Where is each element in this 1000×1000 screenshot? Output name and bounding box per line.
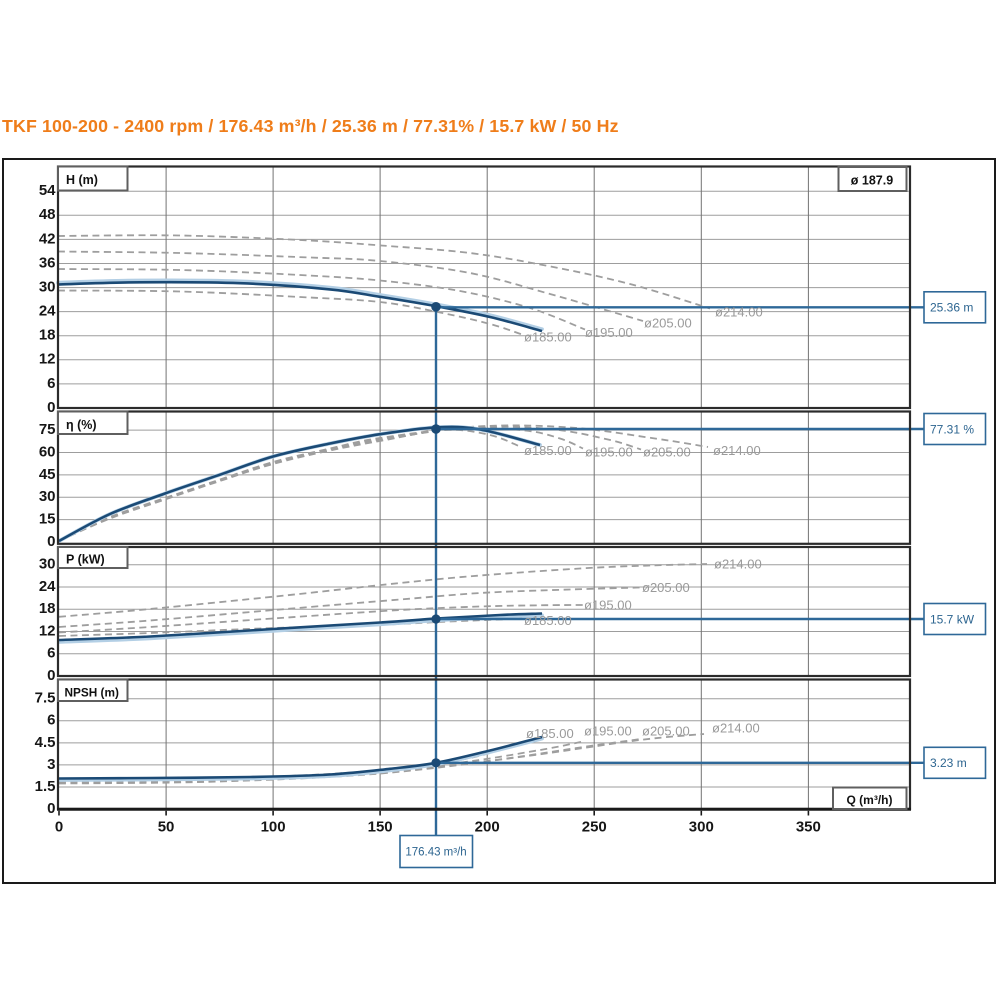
svg-text:0: 0: [47, 399, 55, 416]
svg-text:250: 250: [582, 819, 607, 836]
svg-text:75: 75: [39, 421, 56, 438]
svg-text:60: 60: [39, 443, 56, 460]
svg-text:η (%): η (%): [66, 418, 97, 432]
svg-text:36: 36: [39, 254, 56, 271]
svg-text:NPSH (m): NPSH (m): [65, 686, 119, 700]
svg-text:48: 48: [39, 206, 56, 223]
svg-text:ø185.00: ø185.00: [524, 330, 572, 345]
svg-text:ø185.00: ø185.00: [524, 443, 572, 458]
svg-text:ø185.00: ø185.00: [524, 613, 572, 628]
svg-text:ø214.00: ø214.00: [712, 721, 760, 736]
svg-text:TKF 100-200 - 2400 rpm / 176.4: TKF 100-200 - 2400 rpm / 176.43 m³/h / 2…: [2, 116, 619, 136]
svg-text:Q (m³/h): Q (m³/h): [847, 793, 893, 807]
svg-text:ø195.00: ø195.00: [584, 724, 632, 739]
svg-text:P (kW): P (kW): [66, 553, 105, 567]
svg-text:25.36 m: 25.36 m: [930, 301, 973, 315]
svg-text:200: 200: [475, 819, 500, 836]
svg-text:12: 12: [39, 351, 56, 368]
svg-text:30: 30: [39, 278, 56, 295]
svg-text:3: 3: [47, 756, 55, 773]
svg-text:ø205.00: ø205.00: [642, 580, 690, 595]
svg-text:30: 30: [39, 488, 56, 505]
svg-text:176.43 m³/h: 176.43 m³/h: [405, 846, 466, 858]
svg-text:1.5: 1.5: [35, 778, 56, 795]
svg-text:ø 187.9: ø 187.9: [851, 174, 893, 188]
svg-text:H (m): H (m): [66, 173, 98, 187]
svg-text:0: 0: [55, 819, 63, 836]
svg-text:0: 0: [47, 667, 55, 684]
svg-text:350: 350: [796, 819, 821, 836]
svg-text:6: 6: [47, 375, 55, 392]
svg-text:ø195.00: ø195.00: [584, 598, 632, 613]
svg-text:42: 42: [39, 230, 56, 247]
svg-text:100: 100: [261, 819, 286, 836]
svg-text:0: 0: [47, 533, 55, 550]
svg-text:ø195.00: ø195.00: [585, 325, 633, 340]
svg-text:12: 12: [39, 622, 56, 639]
svg-text:4.5: 4.5: [35, 734, 56, 751]
svg-text:ø214.00: ø214.00: [715, 305, 763, 320]
svg-text:ø195.00: ø195.00: [585, 445, 633, 460]
svg-text:ø185.00: ø185.00: [526, 726, 574, 741]
svg-text:50: 50: [158, 819, 175, 836]
svg-text:6: 6: [47, 645, 55, 662]
svg-text:ø214.00: ø214.00: [714, 557, 762, 572]
svg-text:18: 18: [39, 327, 56, 344]
svg-text:ø205.00: ø205.00: [644, 316, 692, 331]
svg-text:3.23 m: 3.23 m: [930, 756, 967, 770]
svg-text:150: 150: [368, 819, 393, 836]
svg-text:77.31 %: 77.31 %: [930, 422, 974, 436]
svg-text:7.5: 7.5: [35, 690, 56, 707]
svg-text:24: 24: [39, 303, 56, 320]
svg-text:15.7 kW: 15.7 kW: [930, 612, 975, 626]
svg-text:24: 24: [39, 578, 56, 595]
svg-text:30: 30: [39, 556, 56, 573]
svg-text:ø214.00: ø214.00: [713, 443, 761, 458]
svg-text:0: 0: [47, 800, 55, 817]
svg-text:18: 18: [39, 600, 56, 617]
svg-text:45: 45: [39, 466, 56, 483]
svg-text:15: 15: [39, 511, 56, 528]
svg-text:54: 54: [39, 182, 56, 199]
svg-text:ø205.00: ø205.00: [642, 724, 690, 739]
svg-text:ø205.00: ø205.00: [643, 445, 691, 460]
svg-text:300: 300: [689, 819, 714, 836]
svg-text:6: 6: [47, 712, 55, 729]
